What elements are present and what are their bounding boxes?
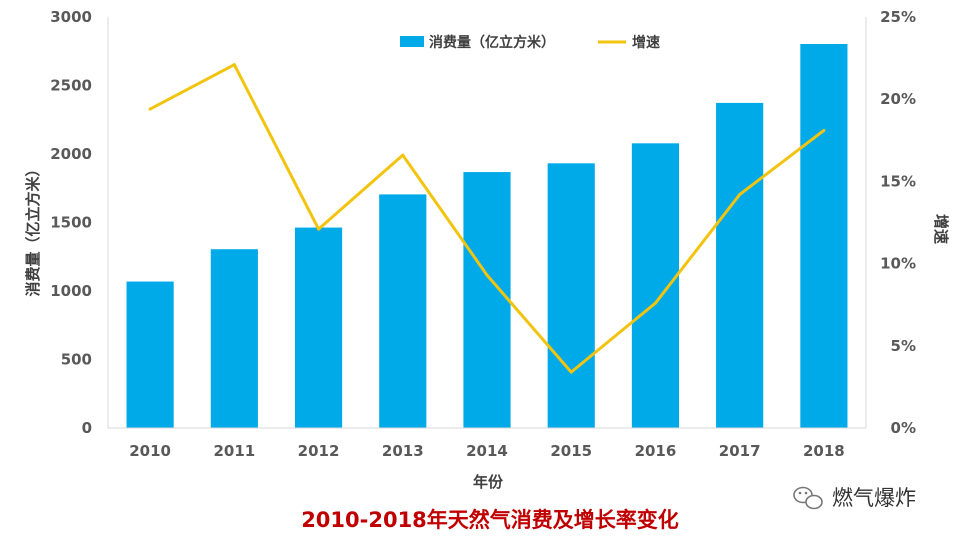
- growth-point-2017: [738, 193, 742, 197]
- x-tick-label: 2016: [635, 442, 677, 460]
- wechat-icon: [793, 486, 823, 510]
- watermark-text: 燃气爆炸: [832, 486, 916, 510]
- y2-tick-label: 0%: [891, 419, 916, 437]
- growth-point-2011: [232, 63, 236, 67]
- bar-2016: [631, 143, 680, 428]
- y-axis-title: 消费量（亿立方米）: [24, 161, 42, 296]
- y-tick-label: 1500: [50, 214, 92, 232]
- growth-point-2013: [401, 153, 405, 157]
- x-tick-label: 2017: [719, 442, 761, 460]
- y-tick-label: 1000: [50, 282, 92, 300]
- growth-point-2014: [485, 273, 489, 277]
- growth-point-2018: [822, 128, 826, 132]
- y2-tick-label: 5%: [891, 337, 916, 355]
- chart-caption: 2010-2018年天然气消费及增长率变化: [301, 508, 679, 532]
- axes: [107, 17, 867, 429]
- y-tick-label: 2500: [50, 77, 92, 95]
- bar-series: [126, 43, 848, 429]
- y2-axis-title: 增速: [932, 214, 950, 244]
- x-tick-label: 2010: [129, 442, 171, 460]
- y2-tick-label: 25%: [880, 8, 916, 26]
- growth-point-2016: [653, 301, 657, 305]
- growth-point-2015: [569, 370, 573, 374]
- y-tick-label: 2000: [50, 145, 92, 163]
- x-axis-title: 年份: [473, 473, 504, 491]
- bar-2018: [800, 43, 848, 428]
- legend-bar-swatch: [400, 36, 424, 47]
- y-tick-label: 0: [82, 419, 92, 437]
- legend-line-label: 增速: [632, 34, 660, 51]
- x-tick-label: 2014: [466, 442, 508, 460]
- bar-2015: [547, 163, 595, 429]
- bar-2011: [210, 249, 258, 428]
- y-tick-label: 3000: [50, 8, 92, 26]
- line-series: [148, 63, 826, 374]
- y2-tick-label: 20%: [880, 90, 916, 108]
- bar-2014: [463, 172, 511, 428]
- bar-2010: [126, 281, 174, 428]
- x-tick-label: 2012: [298, 442, 340, 460]
- bar-2012: [294, 227, 343, 428]
- bar-2017: [716, 102, 764, 429]
- x-tick-label: 2015: [550, 442, 592, 460]
- watermark: 燃气爆炸: [793, 486, 916, 510]
- y-tick-label: 500: [61, 351, 92, 369]
- bar-2013: [379, 194, 427, 428]
- legend: 消费量（亿立方米） 增速: [400, 34, 660, 51]
- x-tick-label: 2011: [213, 442, 255, 460]
- growth-point-2012: [317, 227, 321, 231]
- growth-point-2010: [148, 107, 152, 111]
- y2-tick-label: 15%: [880, 172, 916, 190]
- y2-tick-label: 10%: [880, 255, 916, 273]
- legend-bar-label: 消费量（亿立方米）: [429, 34, 555, 51]
- tick-labels: 0 500 1000 1500 2000 2500 3000 0% 5% 10% 15% 20% 25%…: [50, 8, 916, 460]
- x-tick-label: 2013: [382, 442, 424, 460]
- x-tick-label: 2018: [803, 442, 845, 460]
